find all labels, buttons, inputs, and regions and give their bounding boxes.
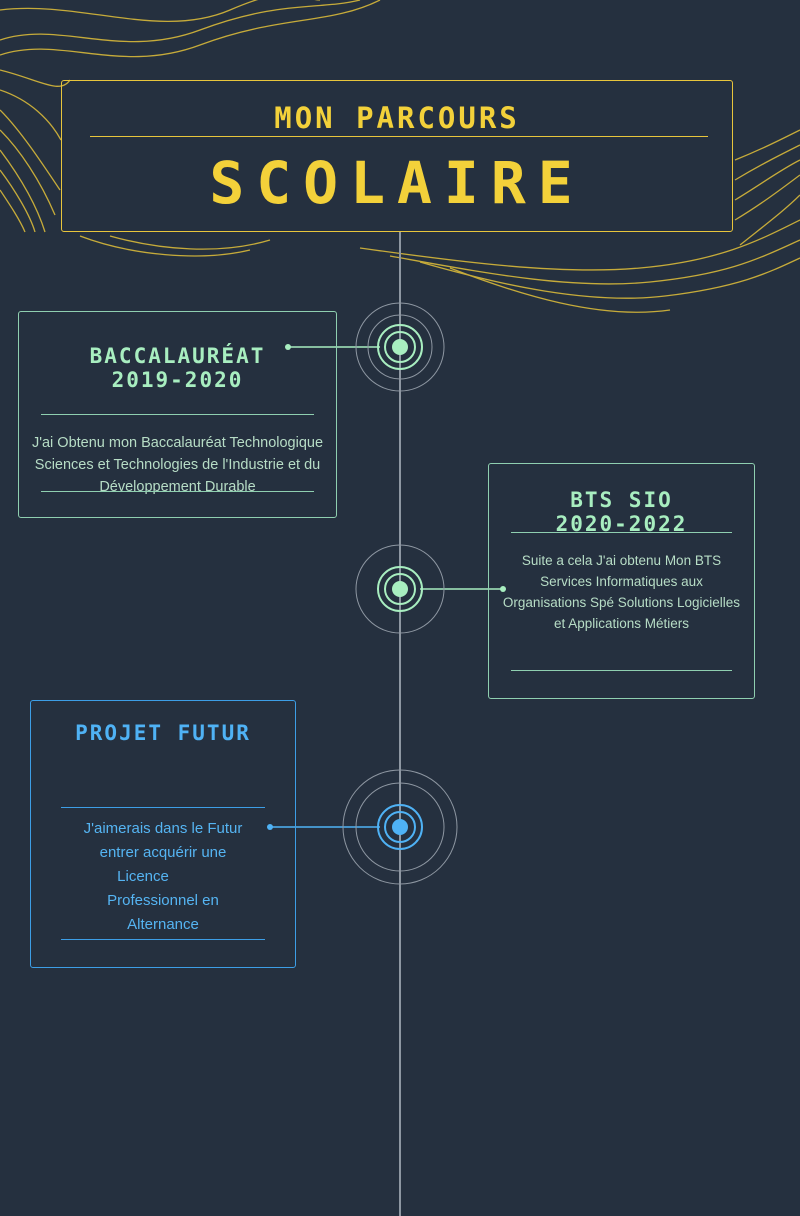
- node-futur: [342, 769, 458, 885]
- title-divider: [90, 136, 708, 137]
- card-divider: [511, 670, 732, 671]
- card-title: BTS SIO: [570, 488, 673, 512]
- description-line: J'aimerais dans le Futur: [83, 820, 243, 837]
- card-description: Suite a cela J'ai obtenu Mon BTS Service…: [502, 553, 741, 631]
- card-divider: [41, 491, 314, 492]
- card-divider: [511, 532, 732, 533]
- card-title: BACCALAURÉAT: [89, 344, 266, 368]
- title-line-1: MON PARCOURS: [274, 101, 520, 135]
- card-period: 2019-2020: [111, 368, 244, 392]
- timeline-line: [399, 232, 401, 1216]
- title-line-2: SCOLAIRE: [209, 149, 585, 217]
- title-box: MON PARCOURS SCOLAIRE: [61, 80, 733, 232]
- description-line: Professionnel en: [107, 892, 219, 909]
- card-divider: [41, 414, 314, 415]
- card-title: PROJET FUTUR: [75, 721, 251, 745]
- card-divider: [61, 939, 265, 940]
- card-description: J'ai Obtenu mon Baccalauréat Technologiq…: [31, 435, 324, 495]
- card-bts-sio: BTS SIO 2020-2022 Suite a cela J'ai obte…: [488, 463, 755, 699]
- node-bts: [355, 544, 445, 634]
- card-projet-futur: PROJET FUTUR J'aimerais dans le Futur en…: [30, 700, 296, 968]
- description-line: Licence: [117, 868, 169, 885]
- description-line: entrer acquérir une: [99, 844, 227, 861]
- card-heading: BTS SIO 2020-2022: [489, 488, 754, 536]
- node-baccalaureat: [355, 302, 445, 392]
- description-line: Alternance: [127, 916, 199, 933]
- card-description: J'aimerais dans le Futur entrer acquérir…: [51, 817, 275, 937]
- card-baccalaureat: BACCALAURÉAT 2019-2020 J'ai Obtenu mon B…: [18, 311, 337, 518]
- card-heading: BACCALAURÉAT 2019-2020: [19, 344, 336, 392]
- card-divider: [61, 807, 265, 808]
